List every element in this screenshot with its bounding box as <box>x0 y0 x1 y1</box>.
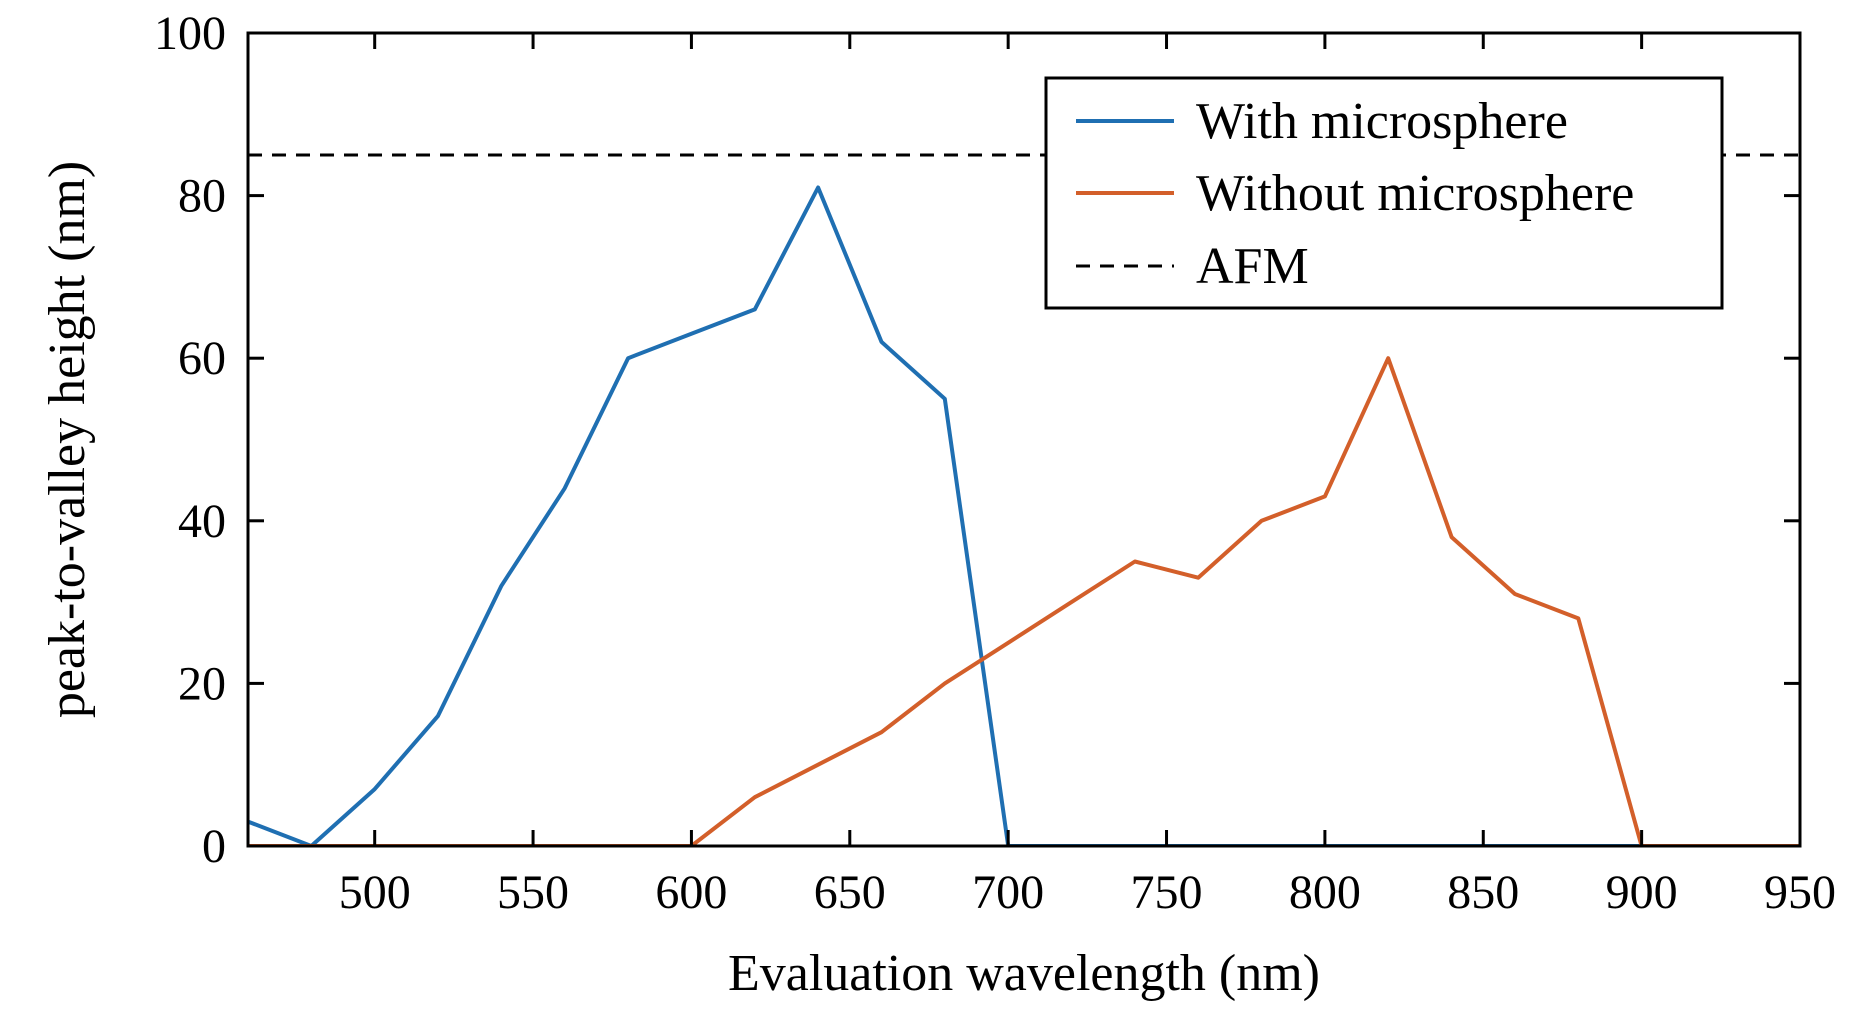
y-tick-label-20: 20 <box>178 657 226 710</box>
legend-label-with-microsphere: With microsphere <box>1196 93 1568 150</box>
series-layer <box>248 153 1800 846</box>
x-tick-label-900: 900 <box>1606 866 1678 919</box>
y-tick-label-100: 100 <box>154 7 226 60</box>
tick-labels-layer: 500 550 600 650 700 750 800 850 900 950 0 20 40 60 80 1… <box>154 7 1836 919</box>
series-line-with-microsphere <box>248 185 1800 846</box>
y-axis-title: peak-to-valley height (nm) <box>39 161 96 718</box>
x-tick-label-750: 750 <box>1131 866 1203 919</box>
series-line-without-microsphere <box>248 356 1800 846</box>
x-tick-label-850: 850 <box>1447 866 1519 919</box>
x-tick-label-550: 550 <box>497 866 569 919</box>
x-tick-label-650: 650 <box>814 866 886 919</box>
x-tick-label-700: 700 <box>972 866 1044 919</box>
x-tick-label-600: 600 <box>655 866 727 919</box>
plot-frame <box>246 31 1802 848</box>
legend: With microsphere Without microsphere AFM <box>1044 76 1724 310</box>
x-axis-title: Evaluation wavelength (nm) <box>728 945 1320 1002</box>
x-tick-label-950: 950 <box>1764 866 1836 919</box>
y-tick-label-40: 40 <box>178 495 226 548</box>
x-tick-label-800: 800 <box>1289 866 1361 919</box>
legend-label-without-microsphere: Without microsphere <box>1196 165 1634 222</box>
y-tick-label-80: 80 <box>178 170 226 223</box>
ticks-layer <box>248 31 1802 848</box>
x-tick-label-500: 500 <box>339 866 411 919</box>
y-tick-label-0: 0 <box>202 820 226 873</box>
y-tick-label-60: 60 <box>178 332 226 385</box>
legend-label-afm: AFM <box>1196 238 1309 295</box>
